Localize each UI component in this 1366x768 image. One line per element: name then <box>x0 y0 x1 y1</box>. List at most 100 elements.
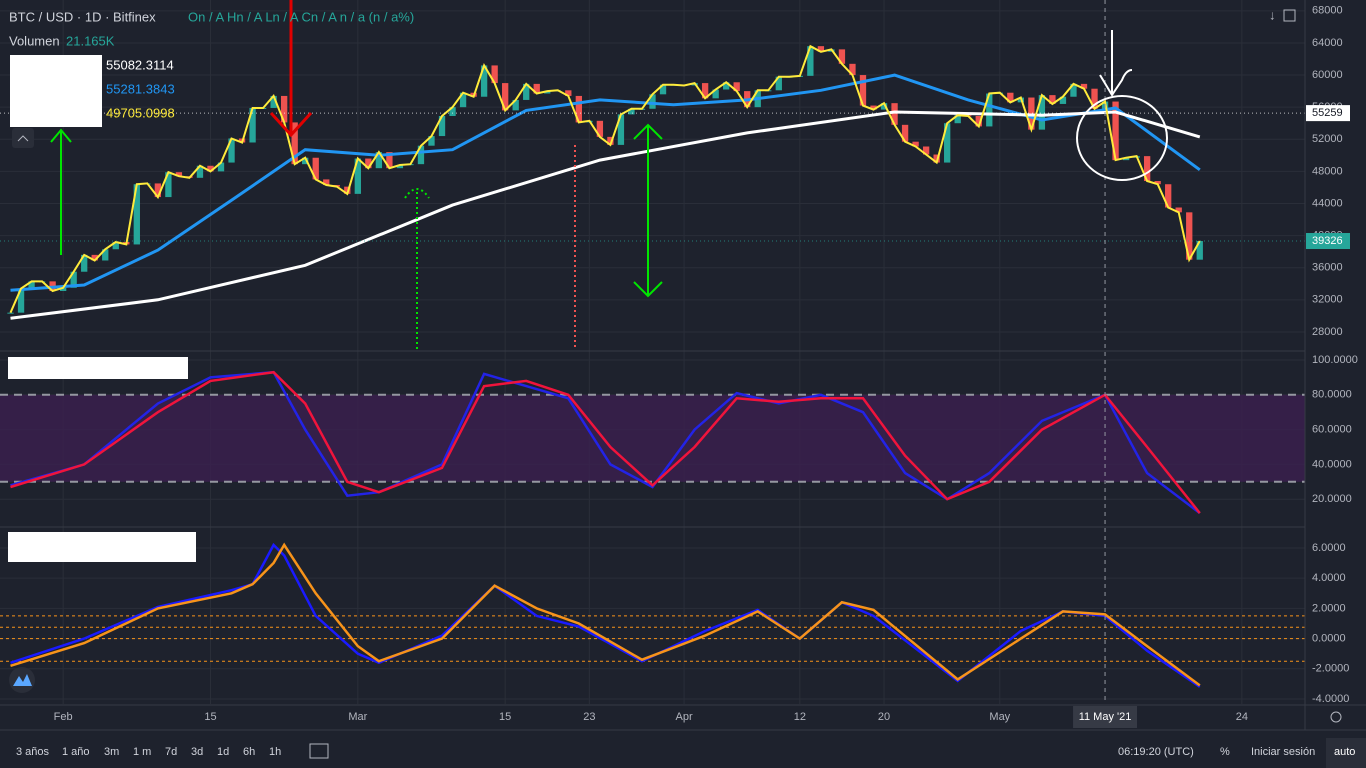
x-tick-label: 15 <box>204 711 216 723</box>
x-tick-label: Apr <box>676 711 693 723</box>
price-label-box <box>1306 105 1350 122</box>
y-tick-label: 100.0000 <box>1312 354 1358 366</box>
y-tick-label: 28000 <box>1312 326 1343 338</box>
candle <box>165 172 172 198</box>
candle <box>280 95 288 123</box>
y-tick-label: 20.0000 <box>1312 493 1352 505</box>
arrowhead <box>633 281 663 298</box>
candle <box>154 183 162 198</box>
settings-icon[interactable] <box>1330 711 1342 723</box>
candle <box>323 179 330 186</box>
range-button[interactable]: 3m <box>104 746 119 758</box>
candle <box>1038 95 1046 130</box>
candle <box>512 99 519 111</box>
plot <box>0 0 1305 704</box>
y-tick-label: 0.0000 <box>1312 632 1346 644</box>
auto-button[interactable] <box>1326 738 1366 768</box>
candle <box>733 82 740 92</box>
moving-average <box>10 110 1201 320</box>
volume-value: 21.165K <box>66 33 115 48</box>
range-button[interactable]: 3 años <box>16 746 50 758</box>
candle <box>133 184 140 245</box>
candle <box>807 46 814 76</box>
candle <box>565 90 572 96</box>
collapse-button[interactable] <box>12 128 34 148</box>
candle <box>1007 92 1014 103</box>
legend-value: 55281.3843 <box>106 81 175 96</box>
candle <box>712 89 719 99</box>
candle <box>102 249 109 261</box>
candle <box>596 120 604 137</box>
candle <box>1080 83 1088 89</box>
y-tick-label: 44000 <box>1312 197 1343 209</box>
redaction <box>8 357 188 379</box>
clock: 06:19:20 (UTC) <box>1118 746 1194 758</box>
candle <box>365 158 372 169</box>
candle <box>175 172 183 177</box>
indicator-line <box>10 370 1201 515</box>
price-line <box>9 44 1201 314</box>
candle <box>975 115 982 127</box>
indicator-line <box>10 370 1201 514</box>
auto-label: auto <box>1334 746 1355 758</box>
redaction <box>10 55 102 127</box>
candle <box>838 49 846 64</box>
y-tick-label: 52000 <box>1312 133 1343 145</box>
toolbar: 3 años 1 año 3m 1 m 7d 3d 1d 6h 1h <box>16 746 281 758</box>
candle <box>859 75 867 106</box>
candle <box>228 138 235 163</box>
candle <box>1186 212 1193 260</box>
y-tick-label: 32000 <box>1312 294 1343 306</box>
legend-value: 49705.0998 <box>106 105 175 120</box>
marker-line <box>404 188 430 199</box>
candle <box>1059 96 1067 104</box>
candle <box>449 107 456 116</box>
candle <box>1091 88 1098 109</box>
range-button[interactable]: 7d <box>165 746 177 758</box>
candle <box>312 157 319 180</box>
y-tick-label: 4.0000 <box>1312 572 1346 584</box>
candle <box>112 242 119 250</box>
icon-down[interactable]: ↓ <box>1269 7 1276 22</box>
price-label-box <box>1306 233 1350 250</box>
x-tick-label: 15 <box>499 711 511 723</box>
candle <box>1165 184 1172 208</box>
candle <box>986 93 993 127</box>
candle <box>544 91 551 94</box>
candle <box>533 83 540 94</box>
y-tick-label: -4.0000 <box>1312 693 1349 705</box>
candle <box>880 103 888 110</box>
y-tick-label: 64000 <box>1312 37 1343 49</box>
y-tick-label: 80.0000 <box>1312 389 1352 401</box>
candle <box>207 165 214 172</box>
range-button[interactable]: 1d <box>217 746 229 758</box>
range-button[interactable]: 1 m <box>133 746 151 758</box>
range-button[interactable]: 3d <box>191 746 203 758</box>
compare-icon[interactable] <box>309 743 329 759</box>
candle <box>59 287 67 291</box>
range-button[interactable]: 1h <box>269 746 281 758</box>
circle-mark <box>1076 95 1168 181</box>
candle <box>912 141 919 147</box>
candle <box>817 46 825 52</box>
arrowhead <box>633 123 663 140</box>
candle <box>386 152 393 169</box>
logo[interactable] <box>9 667 35 693</box>
icon-fullscreen[interactable] <box>1283 9 1296 22</box>
candle <box>502 83 509 111</box>
range-button[interactable]: 6h <box>243 746 255 758</box>
candle <box>1122 157 1130 161</box>
percent-toggle[interactable]: % <box>1220 746 1230 758</box>
price-label: 39326 <box>1312 235 1343 247</box>
legend: 55082.3114 55281.3843 49705.0998 <box>106 57 175 120</box>
candle <box>302 157 309 165</box>
arrowhead <box>269 111 313 138</box>
candle <box>417 145 425 165</box>
candle <box>270 95 277 108</box>
login[interactable]: Iniciar sesión <box>1251 746 1315 758</box>
candle <box>81 254 88 272</box>
ohlc: On / A Hn / A Ln / A Cn / A n / a (n / a… <box>188 9 414 24</box>
range-button[interactable]: 1 año <box>62 746 90 758</box>
candle <box>1196 241 1203 260</box>
